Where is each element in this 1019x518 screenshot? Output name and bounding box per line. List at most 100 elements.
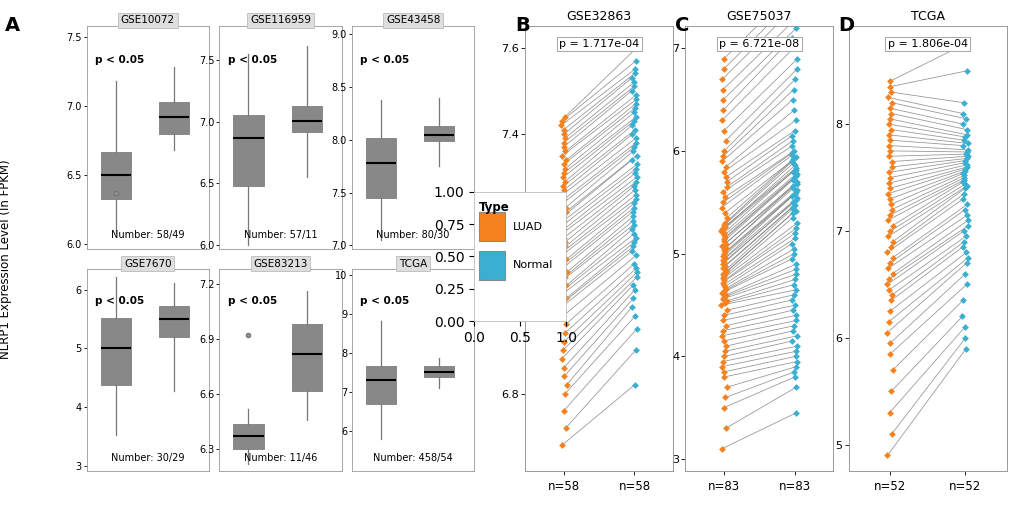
Point xyxy=(958,131,974,139)
Text: Number: 458/54: Number: 458/54 xyxy=(373,453,452,463)
Point xyxy=(789,54,805,63)
Point xyxy=(555,225,572,233)
Point xyxy=(785,147,801,155)
Point xyxy=(878,451,895,459)
Point xyxy=(717,424,734,433)
Point xyxy=(787,352,803,361)
Point xyxy=(880,77,897,85)
Point xyxy=(788,180,804,188)
Point xyxy=(555,195,572,203)
Point xyxy=(958,154,974,163)
Point xyxy=(629,324,645,333)
Point xyxy=(716,347,733,355)
Title: TCGA: TCGA xyxy=(398,258,427,268)
Text: p = 1.717e-04: p = 1.717e-04 xyxy=(558,39,639,49)
Point xyxy=(716,137,733,145)
Point xyxy=(557,294,574,303)
Point xyxy=(715,126,732,135)
Point xyxy=(714,198,731,207)
Point xyxy=(786,190,802,198)
Point xyxy=(879,190,896,198)
Point xyxy=(716,223,733,231)
Point xyxy=(715,276,732,284)
Point xyxy=(625,281,641,290)
Point xyxy=(879,275,896,283)
Point xyxy=(715,235,732,243)
Point xyxy=(557,208,574,216)
Text: p < 0.05: p < 0.05 xyxy=(360,55,410,65)
Point xyxy=(555,169,572,177)
Point xyxy=(959,146,975,154)
Point xyxy=(956,167,972,175)
Point xyxy=(717,297,734,305)
Point xyxy=(954,141,970,150)
Point xyxy=(716,282,733,291)
Point xyxy=(788,224,804,232)
Point xyxy=(627,134,643,142)
Point xyxy=(788,332,804,340)
Point xyxy=(787,270,803,279)
Text: p < 0.05: p < 0.05 xyxy=(95,55,145,65)
Point xyxy=(715,368,732,376)
Point xyxy=(626,143,642,151)
Point xyxy=(956,98,972,107)
Point xyxy=(959,139,975,148)
Point xyxy=(714,327,731,335)
Point xyxy=(712,301,729,309)
Point xyxy=(713,278,730,286)
Point xyxy=(784,306,800,314)
Point xyxy=(880,409,897,417)
Point xyxy=(788,196,804,205)
Point xyxy=(955,176,971,184)
Point xyxy=(714,256,731,264)
Point xyxy=(716,254,733,262)
Point xyxy=(783,337,799,345)
Point xyxy=(557,268,574,277)
PathPatch shape xyxy=(101,152,130,199)
Text: A: A xyxy=(5,16,20,35)
Point xyxy=(883,222,900,230)
Point xyxy=(880,168,897,177)
Point xyxy=(717,306,734,314)
Point xyxy=(555,260,572,268)
Point xyxy=(557,320,574,328)
Point xyxy=(878,216,895,224)
Point xyxy=(786,322,802,330)
Point xyxy=(878,328,895,337)
Point xyxy=(879,232,896,240)
Point xyxy=(958,67,974,75)
Point xyxy=(553,264,570,272)
Point xyxy=(880,195,897,203)
PathPatch shape xyxy=(233,424,263,449)
Point xyxy=(712,227,729,235)
Point xyxy=(553,229,570,238)
Point xyxy=(713,363,730,371)
Point xyxy=(882,291,899,299)
Point xyxy=(713,157,730,166)
Point xyxy=(623,87,639,95)
Point xyxy=(788,0,804,2)
Point xyxy=(785,184,801,192)
Point xyxy=(787,75,803,83)
Point xyxy=(787,275,803,283)
Point xyxy=(628,112,644,121)
Point xyxy=(627,104,643,112)
Point xyxy=(959,152,975,161)
Point xyxy=(716,284,733,293)
Point xyxy=(555,125,572,134)
Point xyxy=(880,174,897,182)
Point xyxy=(717,178,734,186)
Point xyxy=(713,332,730,340)
Point xyxy=(713,75,730,83)
Point xyxy=(716,393,733,401)
Point xyxy=(628,95,644,104)
Point xyxy=(555,338,572,346)
Point xyxy=(784,96,800,104)
Point xyxy=(879,152,896,161)
Point xyxy=(956,180,972,188)
Point xyxy=(556,390,573,398)
Text: LUAD: LUAD xyxy=(513,222,542,232)
Point xyxy=(882,206,899,214)
Point xyxy=(958,161,974,169)
Point xyxy=(784,182,800,190)
